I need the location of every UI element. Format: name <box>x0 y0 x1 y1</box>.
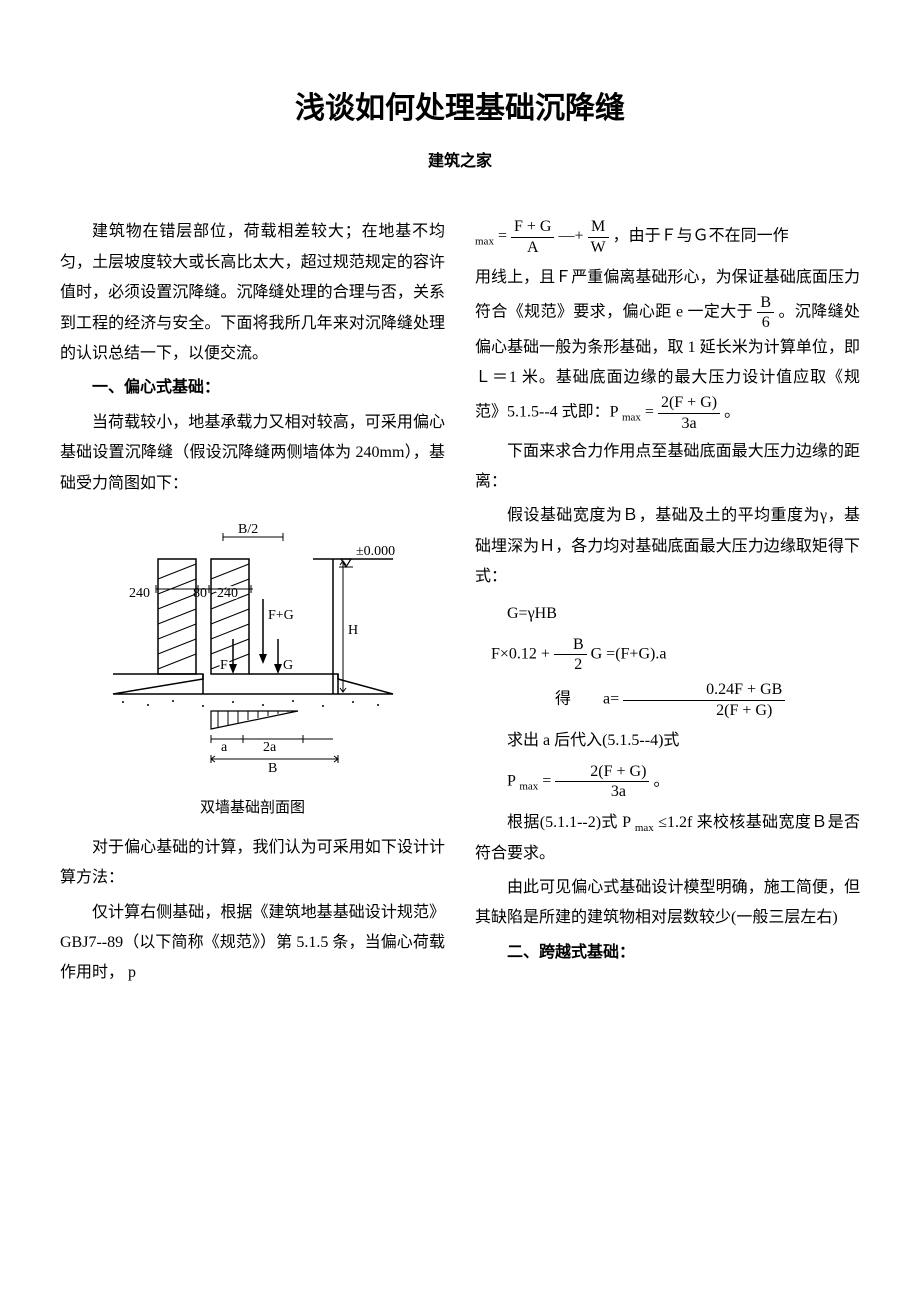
left-wall: 240 <box>129 559 196 674</box>
page-subtitle: 建筑之家 <box>60 147 860 177</box>
label-240-left: 240 <box>129 586 150 601</box>
col2-p1: 用线上，且Ｆ严重偏离基础形心，为保证基础底面压力符合《规范》要求，偏心距 e 一… <box>475 263 860 433</box>
num: B <box>757 293 774 313</box>
force-arrows: F+G F F G <box>220 599 294 674</box>
col2-p3: 假设基础宽度为Ｂ，基础及土的平均重度为γ，基础埋深为Ｈ，各力均对基础底面最大压力… <box>475 501 860 592</box>
calc-intro: 对于偏心基础的计算，我们认为可采用如下设计计算方法： <box>60 833 445 894</box>
dim-B: B <box>211 755 338 776</box>
den: W <box>588 238 609 257</box>
frac-a: 0.24F + GB 2(F + G) <box>623 680 785 719</box>
f5b: 。 <box>653 773 669 790</box>
col2-conclusion: 由此可见偏心式基础设计模型明确，施工简便，但其缺陷是所建的建筑物相对层数较少(一… <box>475 873 860 934</box>
f5a: P <box>507 773 515 790</box>
num: 2(F + G) <box>658 393 720 413</box>
dim-H: H <box>340 561 358 692</box>
soil-dots <box>122 700 379 707</box>
p4-text-a: 仅计算右侧基础，根据《建筑地基基础设计规范》GBJ7--89（以下简称《规范》）… <box>60 904 445 982</box>
formula-a: 得 a= 0.24F + GB 2(F + G) <box>475 680 860 719</box>
label-a: a <box>221 740 228 755</box>
sub-max: max <box>475 236 494 248</box>
frac-B6: B 6 <box>757 293 774 332</box>
formula-pmax2: P max = 2(F + G) 3a 。 <box>475 762 860 801</box>
formula-sub: 求出 a 后代入(5.1.5--4)式 <box>475 726 860 756</box>
dim-a-2a: a 2a <box>211 735 333 755</box>
label-zero: ±0.000 <box>356 544 395 559</box>
elevation-marker: ±0.000 <box>313 544 395 567</box>
label-B2: B/2 <box>238 522 258 537</box>
sub-max: max <box>635 822 654 834</box>
p4a: 根据(5.1.1--2)式 P <box>507 814 630 831</box>
diagram-caption: 双墙基础剖面图 <box>60 794 445 823</box>
f2a: F×0.12 + <box>491 645 554 662</box>
intro-paragraph: 建筑物在错层部位，荷载相差较大；在地基不均匀，土层坡度较大或长高比太大，超过规范… <box>60 217 445 369</box>
right-wall: 240 240 <box>211 559 249 674</box>
frac-pmax1: 2(F + G) 3a <box>658 393 720 432</box>
den: 3a <box>658 414 720 433</box>
num: B <box>554 635 587 655</box>
col2-check: 根据(5.1.1--2)式 P max ≤1.2f 来校核基础宽度Ｂ是否符合要求… <box>475 808 860 869</box>
label-80: 80 <box>193 586 207 601</box>
eq: = <box>542 773 555 790</box>
f3a: 得 a= <box>555 691 619 708</box>
calc-p4: 仅计算右侧基础，根据《建筑地基基础设计规范》GBJ7--89（以下简称《规范》）… <box>60 898 445 989</box>
p4-text-b: ，由于Ｆ与Ｇ不在同一作 <box>613 228 789 245</box>
formula-G: G=γHB <box>475 599 860 629</box>
num: M <box>588 217 609 237</box>
foundation-diagram: ±0.000 B/2 240 <box>60 519 445 823</box>
den: 3a <box>555 782 649 801</box>
sub-max: max <box>519 781 538 793</box>
f2b: G =(F+G).a <box>591 645 667 662</box>
den: A <box>511 238 554 257</box>
den: 2 <box>554 655 587 674</box>
col2-p2: 下面来求合力作用点至基础底面最大压力边缘的距离： <box>475 437 860 498</box>
footing-outline <box>113 674 393 694</box>
eq-sign: = <box>498 228 511 245</box>
sub-max: max <box>622 412 641 424</box>
p1c: 。 <box>724 404 740 421</box>
label-F: F <box>220 658 228 673</box>
label-FG: F+G <box>268 608 294 623</box>
den: 6 <box>757 313 774 332</box>
two-column-body: 建筑物在错层部位，荷载相差较大；在地基不均匀，土层坡度较大或长高比太大，超过规范… <box>60 217 860 988</box>
eq: = <box>645 404 658 421</box>
section-1-heading: 一、偏心式基础： <box>60 373 445 403</box>
gap-80: 80 <box>193 586 207 601</box>
frac-FG-A: F + G A <box>511 217 554 256</box>
frac-B2: B 2 <box>554 635 587 674</box>
label-H: H <box>348 623 358 638</box>
diagram-svg: ±0.000 B/2 240 <box>93 519 413 779</box>
label-2a: 2a <box>263 740 277 755</box>
dim-B2: B/2 <box>223 522 283 541</box>
num: 2(F + G) <box>555 762 649 782</box>
den: 2(F + G) <box>623 701 785 720</box>
frac-pmax2: 2(F + G) 3a <box>555 762 649 801</box>
plus-sign: —+ <box>558 228 587 245</box>
frac-M-W: M W <box>588 217 609 256</box>
section-2-heading: 二、跨越式基础： <box>475 938 860 968</box>
section-1-p1: 当荷载较小，地基承载力又相对较高，可采用偏心基础设置沉降缝（假设沉降缝两侧墙体为… <box>60 408 445 499</box>
formula-pmax-def: max = F + G A —+ M W ，由于Ｆ与Ｇ不在同一作 <box>475 217 860 256</box>
label-B: B <box>268 761 277 776</box>
label-240-right: 240 <box>217 586 238 601</box>
formula-moment: F×0.12 + B 2 G =(F+G).a <box>475 635 860 674</box>
label-G: G <box>283 658 293 673</box>
pressure-triangle <box>211 711 298 729</box>
num: 0.24F + GB <box>623 680 785 700</box>
num: F + G <box>511 217 554 237</box>
page-title: 浅谈如何处理基础沉降缝 <box>60 80 860 137</box>
